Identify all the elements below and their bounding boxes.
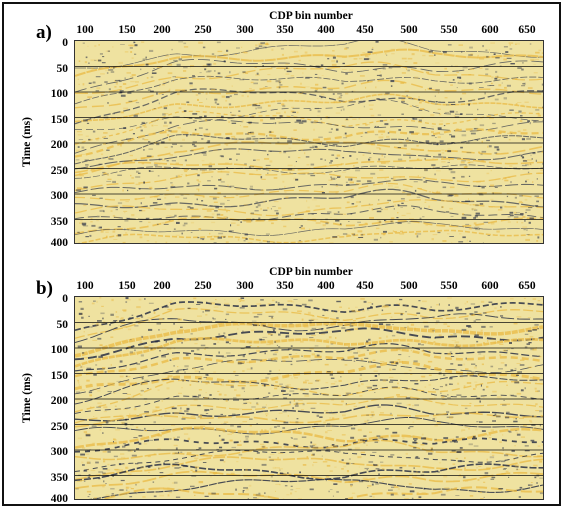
- seismic-reflector: [75, 93, 543, 123]
- seismic-reflector: [75, 337, 543, 368]
- y-tick-label: 250: [50, 421, 68, 433]
- seismic-noise: [75, 297, 543, 499]
- seismic-reflector: [98, 486, 543, 499]
- y-tick-label: 150: [50, 114, 68, 126]
- seismic-reflector: [75, 375, 543, 405]
- y-axis-title: Time (ms): [21, 117, 33, 167]
- panel-a: a) CDP bin number Time (ms) 100 150 200 …: [0, 0, 566, 255]
- x-tick-label: 150: [118, 24, 136, 36]
- x-axis-title: CDP bin number: [269, 10, 353, 22]
- x-tick-label: 600: [481, 24, 499, 36]
- y-tick-label: 200: [50, 139, 68, 151]
- seismic-reflector: [75, 75, 543, 105]
- seismic-section: [74, 296, 544, 500]
- seismic-reflector: [75, 178, 543, 194]
- seismic-reflector: [75, 437, 543, 453]
- panel-label: a): [36, 22, 52, 43]
- seismic-reflector: [75, 439, 543, 461]
- y-tick-label: 300: [50, 190, 68, 202]
- seismic-reflector: [75, 221, 543, 236]
- seismic-section: [74, 40, 544, 244]
- seismic-reflector: [75, 386, 543, 414]
- y-axis-title: Time (ms): [21, 373, 33, 423]
- figure-frame: [2, 2, 561, 506]
- seismic-reflector: [75, 463, 543, 482]
- seismic-reflector: [75, 412, 543, 428]
- seismic-reflector: [75, 110, 543, 145]
- seismic-reflector: [75, 164, 543, 179]
- seismic-reflector: [75, 99, 543, 131]
- x-tick-label: 250: [194, 280, 212, 292]
- y-tick-label: 400: [50, 237, 68, 249]
- seismic-image: [75, 297, 543, 499]
- x-tick-label: 200: [153, 24, 171, 36]
- x-tick-label: 100: [76, 280, 94, 292]
- x-tick-label: 100: [76, 24, 94, 36]
- seismic-reflector: [75, 396, 543, 424]
- y-tick-label: 100: [50, 344, 68, 356]
- seismic-reflector: [75, 148, 543, 170]
- y-tick-label: 250: [50, 165, 68, 177]
- seismic-reflector: [75, 79, 543, 109]
- y-tick-label: 350: [50, 472, 68, 484]
- seismic-reflector: [88, 478, 543, 499]
- seismic-reflector: [75, 128, 543, 158]
- panel-b: b) CDP bin number Time (ms) 100 150 200 …: [0, 256, 566, 511]
- y-tick-label: 0: [62, 37, 68, 49]
- x-tick-label: 300: [236, 24, 254, 36]
- seismic-reflector: [75, 327, 543, 361]
- seismic-reflector: [75, 360, 543, 391]
- x-tick-label: 650: [518, 24, 536, 36]
- y-tick-label: 50: [56, 319, 69, 331]
- y-tick-label: 0: [62, 293, 68, 305]
- x-tick-label: 400: [317, 24, 335, 36]
- x-tick-label: 450: [356, 280, 374, 292]
- x-axis-title: CDP bin number: [269, 266, 353, 278]
- seismic-noise: [75, 41, 543, 243]
- seismic-reflector: [75, 456, 543, 481]
- x-tick-label: 400: [317, 280, 335, 292]
- seismic-reflector: [75, 188, 543, 209]
- x-tick-label: 500: [400, 24, 418, 36]
- seismic-reflector: [75, 307, 543, 339]
- x-tick-label: 550: [440, 24, 458, 36]
- y-tick-label: 100: [50, 88, 68, 100]
- x-tick-label: 350: [276, 24, 294, 36]
- x-tick-label: 450: [356, 24, 374, 36]
- seismic-reflector: [75, 342, 543, 372]
- x-tick-label: 600: [481, 280, 499, 292]
- seismic-reflector: [75, 321, 543, 358]
- seismic-reflector: [75, 313, 543, 343]
- y-tick-label: 350: [50, 216, 68, 228]
- x-tick-label: 550: [440, 280, 458, 292]
- x-tick-label: 200: [153, 280, 171, 292]
- seismic-reflector: [75, 41, 543, 69]
- x-tick-label: 300: [236, 280, 254, 292]
- seismic-reflector: [75, 301, 543, 332]
- seismic-reflector: [75, 470, 543, 490]
- x-tick-label: 150: [118, 280, 136, 292]
- seismic-reflector: [75, 449, 543, 472]
- seismic-reflector: [75, 140, 543, 177]
- y-tick-label: 50: [56, 63, 69, 75]
- y-tick-label: 300: [50, 446, 68, 458]
- seismic-reflector: [75, 58, 543, 93]
- y-tick-label: 400: [50, 493, 68, 505]
- x-tick-label: 500: [400, 280, 418, 292]
- x-tick-label: 250: [194, 24, 212, 36]
- seismic-reflector: [75, 61, 543, 94]
- seismic-reflector: [77, 229, 543, 243]
- x-tick-label: 350: [276, 280, 294, 292]
- seismic-reflector: [75, 348, 543, 378]
- seismic-reflector: [75, 417, 543, 435]
- seismic-image: [75, 41, 543, 243]
- y-tick-label: 150: [50, 370, 68, 382]
- seismic-reflector: [75, 359, 543, 395]
- panel-label: b): [36, 278, 53, 299]
- y-tick-label: 200: [50, 395, 68, 407]
- seismic-reflector: [75, 88, 543, 125]
- x-tick-label: 650: [518, 280, 536, 292]
- seismic-reflector: [75, 171, 543, 192]
